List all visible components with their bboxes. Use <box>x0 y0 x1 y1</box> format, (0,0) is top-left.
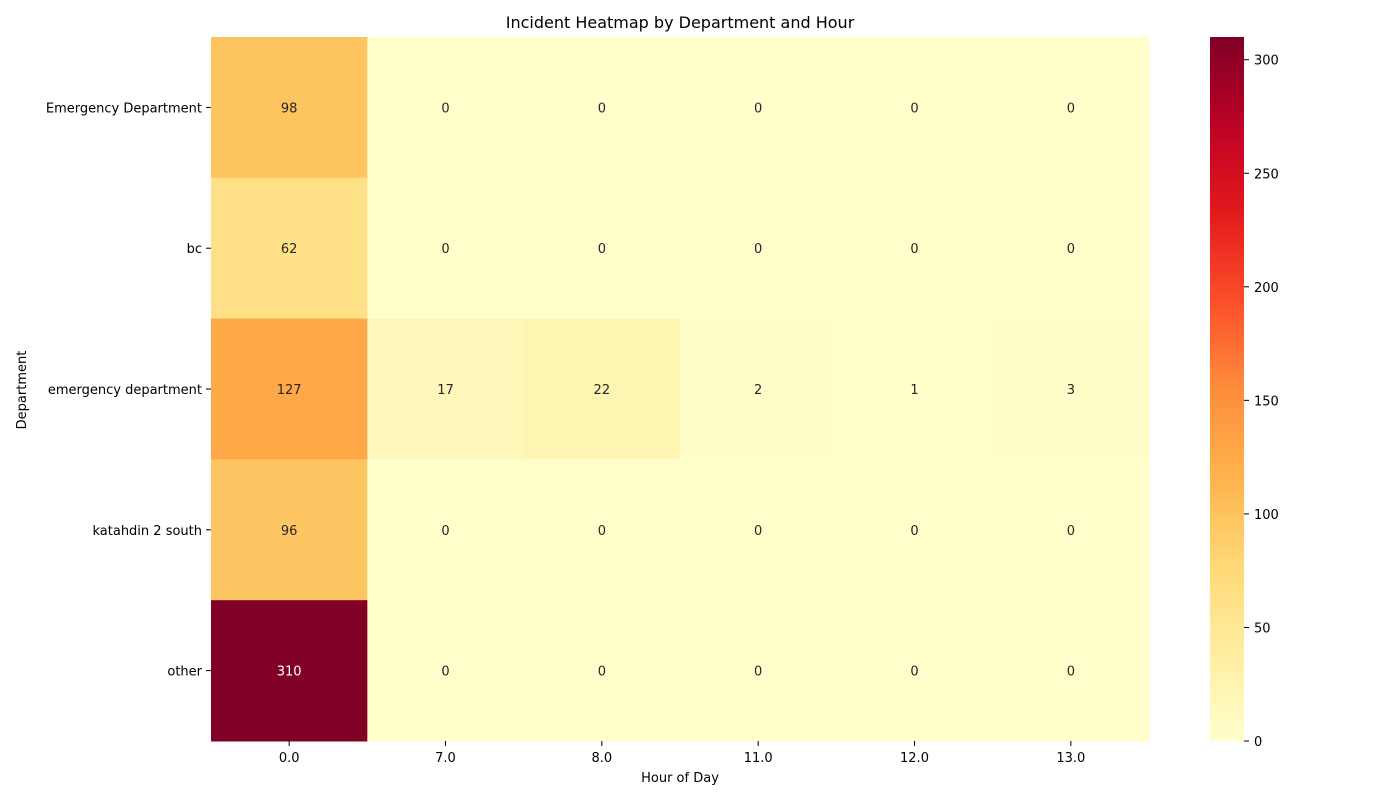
heatmap-cell-label: 0 <box>441 524 449 539</box>
x-tick-label: 8.0 <box>591 751 612 766</box>
heatmap-cells <box>211 37 1150 742</box>
heatmap-cell-label: 0 <box>754 101 762 116</box>
heatmap-cell <box>680 318 837 460</box>
y-axis-label: Department <box>15 351 30 430</box>
heatmap-cell <box>211 177 368 320</box>
x-tick-label: 0.0 <box>279 751 300 766</box>
heatmap-cell <box>367 318 525 460</box>
heatmap-cell-label: 0 <box>754 242 762 257</box>
heatmap-cell-label: 0 <box>441 242 449 257</box>
heatmap-cell-label: 127 <box>277 383 302 398</box>
colorbar-tick-label: 300 <box>1254 54 1279 69</box>
heatmap-cell <box>836 459 994 601</box>
heatmap-cell-label: 0 <box>1067 524 1075 539</box>
heatmap-cell <box>992 37 1150 179</box>
colorbar-tick-label: 100 <box>1254 508 1279 523</box>
x-tick-label: 11.0 <box>744 751 773 766</box>
heatmap-cell <box>680 177 837 320</box>
y-tick-label: emergency department <box>48 383 202 398</box>
heatmap-cell-label: 0 <box>598 242 606 257</box>
heatmap-cell-label: 98 <box>281 101 298 116</box>
heatmap-cell <box>367 37 525 179</box>
heatmap-cell-label: 22 <box>594 383 611 398</box>
heatmap-cell <box>992 600 1150 742</box>
heatmap-cell-label: 0 <box>910 242 918 257</box>
heatmap-cell <box>836 600 994 742</box>
heatmap-cell-label: 62 <box>281 242 298 257</box>
heatmap-cell <box>523 37 681 179</box>
heatmap-cell <box>680 459 837 601</box>
heatmap-cell <box>367 459 525 601</box>
chart-title: Incident Heatmap by Department and Hour <box>506 13 855 32</box>
x-tick-label: 7.0 <box>435 751 456 766</box>
heatmap-cell-label: 0 <box>598 665 606 680</box>
heatmap-cell-label: 0 <box>598 101 606 116</box>
y-tick-label: bc <box>187 242 202 257</box>
heatmap-cell-label: 0 <box>754 665 762 680</box>
heatmap-cell <box>992 318 1150 460</box>
heatmap-cell-label: 0 <box>910 101 918 116</box>
colorbar-tick-label: 150 <box>1254 394 1279 409</box>
colorbar-tick-label: 0 <box>1254 735 1262 750</box>
heatmap-cell <box>523 600 681 742</box>
y-tick-label: Emergency Department <box>46 101 202 116</box>
heatmap-cell <box>836 177 994 320</box>
y-tick-label: other <box>167 665 202 680</box>
heatmap-cell-label: 0 <box>910 665 918 680</box>
heatmap-cell-label: 0 <box>441 101 449 116</box>
heatmap-cell <box>680 600 837 742</box>
heatmap-cell-label: 0 <box>754 524 762 539</box>
heatmap-cell-label: 1 <box>910 383 918 398</box>
heatmap-cell-label: 0 <box>1067 101 1075 116</box>
heatmap-cell <box>836 318 994 460</box>
heatmap-cell-label: 0 <box>598 524 606 539</box>
colorbar: 0 50 100 150 200 250 300 <box>1210 37 1279 750</box>
x-axis-label: Hour of Day <box>641 771 719 786</box>
heatmap-cell <box>523 318 681 460</box>
y-tick-label: katahdin 2 south <box>92 524 202 539</box>
x-tick-label: 12.0 <box>900 751 929 766</box>
heatmap-cell-label: 0 <box>910 524 918 539</box>
heatmap-cell <box>367 177 525 320</box>
colorbar-gradient <box>1210 37 1244 741</box>
heatmap-cell-label: 2 <box>754 383 762 398</box>
heatmap-cell-label: 310 <box>277 665 302 680</box>
heatmap-cell <box>211 600 368 742</box>
heatmap-cell <box>211 459 368 601</box>
heatmap-cell-label: 0 <box>1067 665 1075 680</box>
heatmap-cell-label: 17 <box>437 383 454 398</box>
heatmap-cell-label: 0 <box>1067 242 1075 257</box>
heatmap-cell <box>992 177 1150 320</box>
heatmap-cell-label: 3 <box>1067 383 1075 398</box>
colorbar-tick-label: 200 <box>1254 281 1279 296</box>
heatmap-cell <box>211 37 368 179</box>
heatmap-cell <box>680 37 837 179</box>
heatmap-cell-label: 0 <box>441 665 449 680</box>
x-tick-label: 13.0 <box>1056 751 1085 766</box>
heatmap-cell <box>836 37 994 179</box>
colorbar-tick-label: 250 <box>1254 167 1279 182</box>
colorbar-tick-label: 50 <box>1254 621 1271 636</box>
heatmap-cell <box>523 459 681 601</box>
heatmap-cell <box>992 459 1150 601</box>
heatmap-cell <box>367 600 525 742</box>
heatmap-cell-label: 96 <box>281 524 298 539</box>
y-axis: Emergency Department bc emergency departme… <box>46 101 211 680</box>
heatmap-cell <box>211 318 368 460</box>
x-axis: 0.0 7.0 8.0 11.0 12.0 13.0 <box>279 741 1085 766</box>
heatmap-cell <box>523 177 681 320</box>
